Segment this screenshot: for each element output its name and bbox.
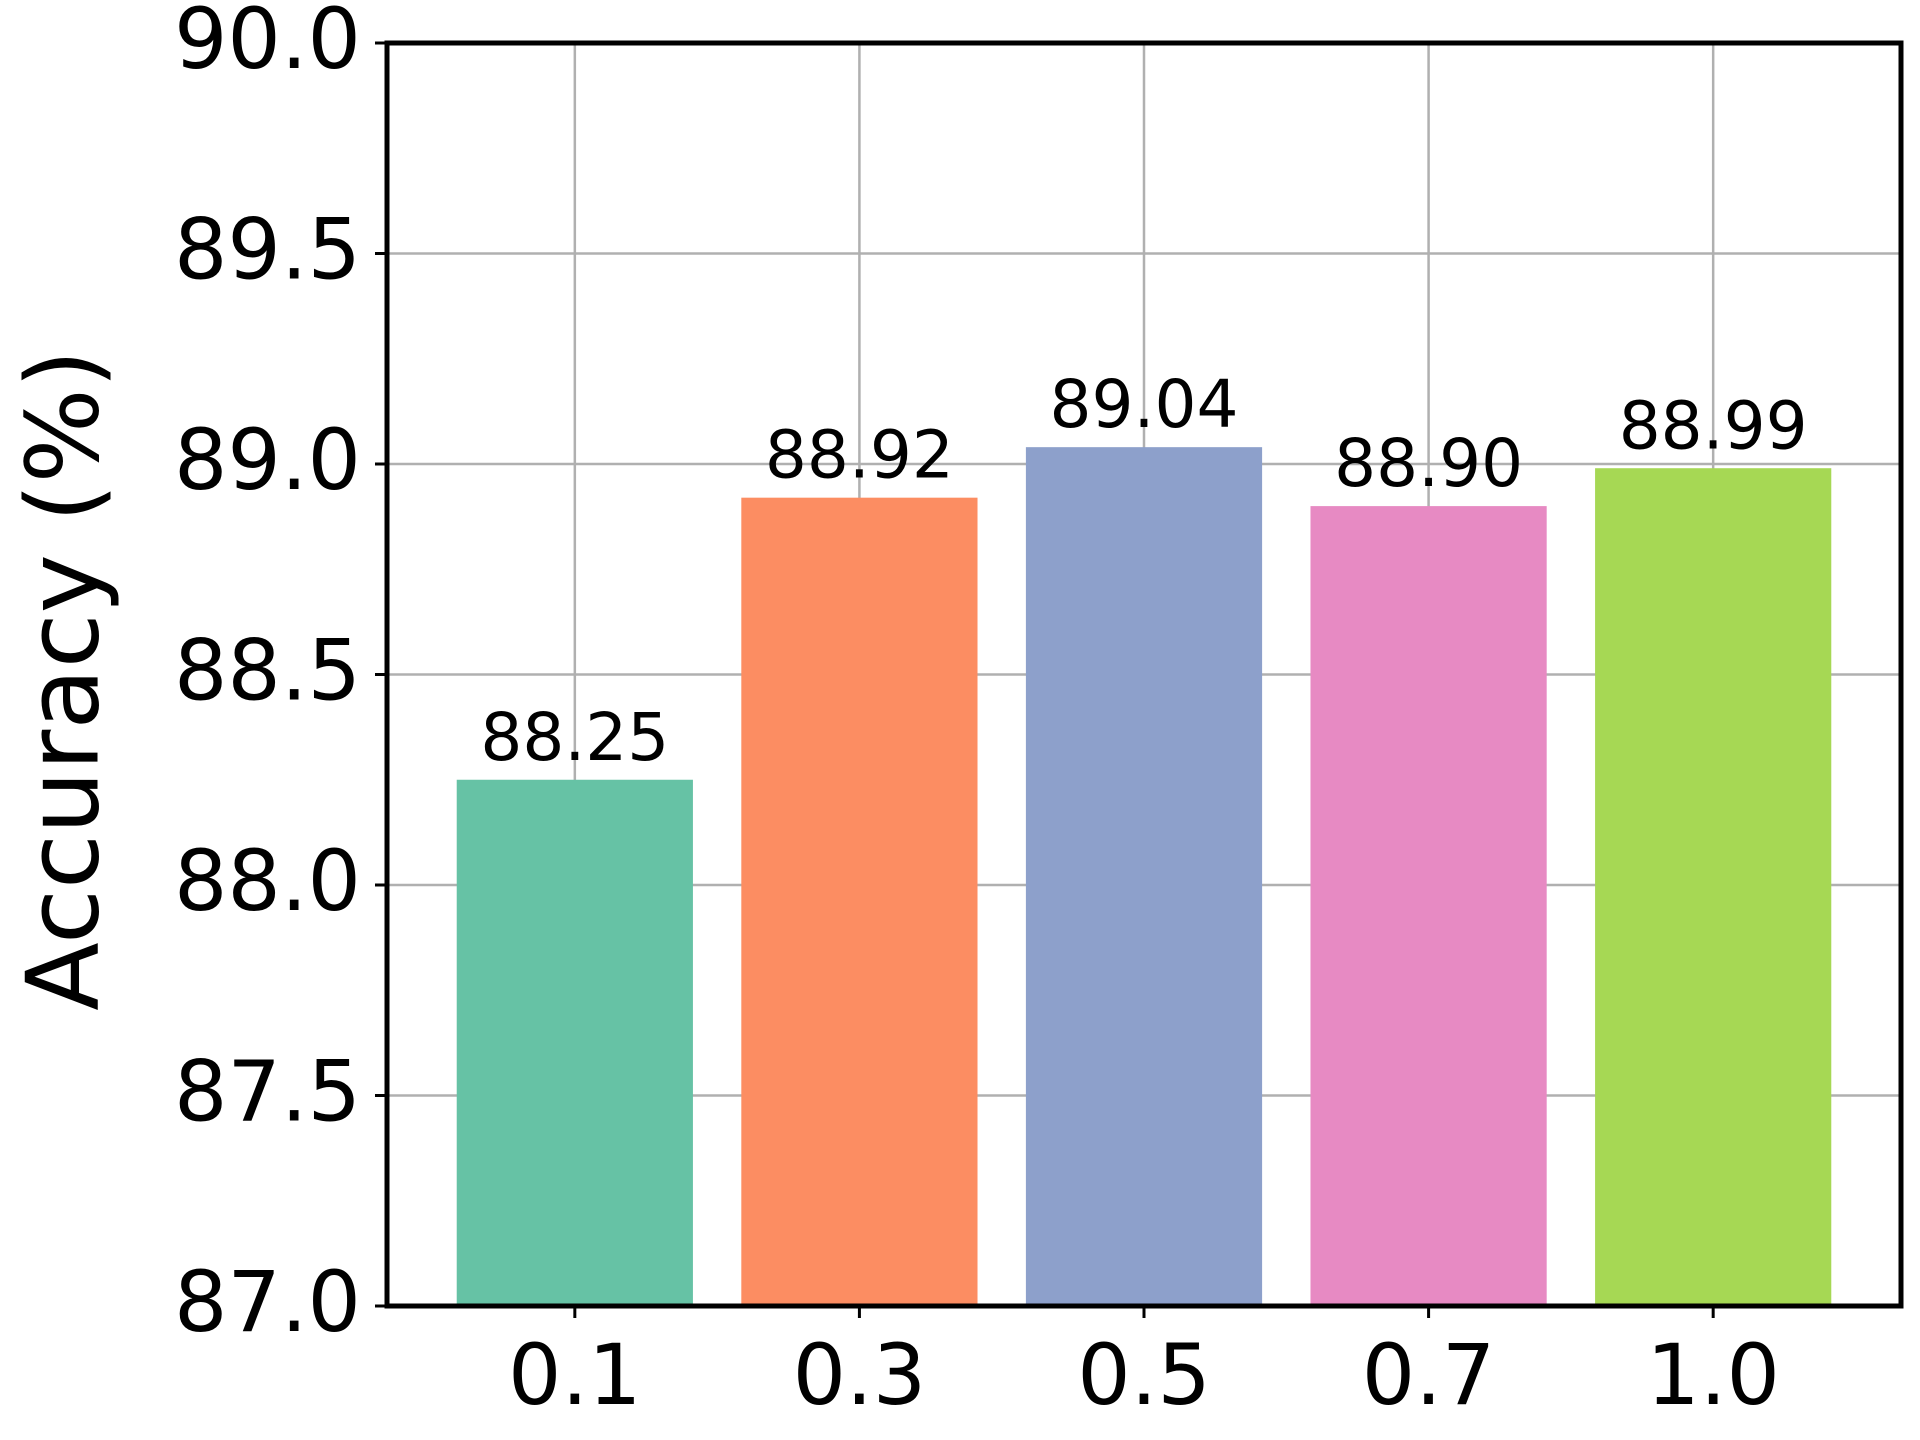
x-tick-label: 0.3 <box>793 1326 927 1424</box>
x-tick-label: 0.1 <box>508 1326 642 1424</box>
y-tick-label: 87.0 <box>174 1253 361 1351</box>
bar <box>456 779 693 1306</box>
value-label: 89.04 <box>1050 366 1239 443</box>
y-tick-label: 90.0 <box>174 0 361 88</box>
x-tick-label: 1.0 <box>1646 1326 1780 1424</box>
value-label: 88.90 <box>1334 425 1523 502</box>
y-tick-label: 88.0 <box>174 832 361 930</box>
x-tick-label: 0.7 <box>1362 1326 1496 1424</box>
y-tick-label: 89.0 <box>174 411 361 509</box>
bar <box>1595 468 1832 1307</box>
value-label: 88.25 <box>480 699 669 776</box>
bar <box>1025 447 1263 1306</box>
bar <box>741 497 978 1306</box>
value-label: 88.92 <box>765 417 954 494</box>
y-tick-label: 89.5 <box>174 200 361 298</box>
plot-frame <box>384 40 1904 1309</box>
x-tick-label: 0.5 <box>1077 1326 1211 1424</box>
y-tick-label: 87.5 <box>174 1042 361 1140</box>
value-label: 88.99 <box>1619 387 1808 464</box>
y-tick-label: 88.5 <box>174 621 361 719</box>
y-axis-label: Accuracy (%) <box>4 349 121 1010</box>
bar <box>1310 506 1547 1307</box>
